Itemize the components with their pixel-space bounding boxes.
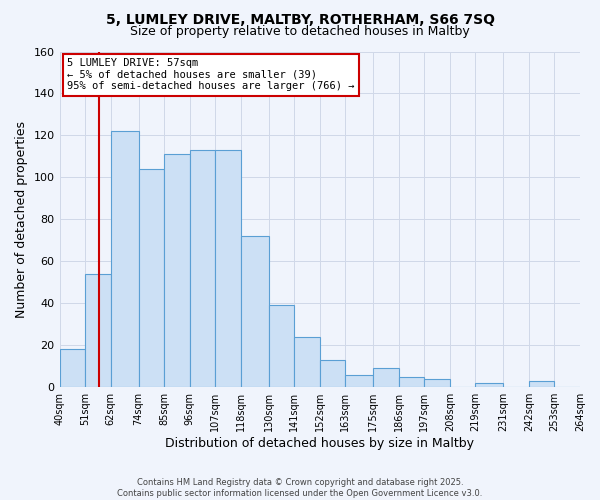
Bar <box>164 154 190 387</box>
Bar <box>475 383 503 387</box>
Bar <box>399 376 424 387</box>
Y-axis label: Number of detached properties: Number of detached properties <box>15 121 28 318</box>
Bar <box>529 381 554 387</box>
X-axis label: Distribution of detached houses by size in Maltby: Distribution of detached houses by size … <box>165 437 474 450</box>
Text: Size of property relative to detached houses in Maltby: Size of property relative to detached ho… <box>130 25 470 38</box>
Text: 5 LUMLEY DRIVE: 57sqm
← 5% of detached houses are smaller (39)
95% of semi-detac: 5 LUMLEY DRIVE: 57sqm ← 5% of detached h… <box>67 58 355 92</box>
Text: 5, LUMLEY DRIVE, MALTBY, ROTHERHAM, S66 7SQ: 5, LUMLEY DRIVE, MALTBY, ROTHERHAM, S66 … <box>106 12 494 26</box>
Bar <box>215 150 241 387</box>
Bar <box>190 150 215 387</box>
Bar <box>59 350 85 387</box>
Text: Contains HM Land Registry data © Crown copyright and database right 2025.
Contai: Contains HM Land Registry data © Crown c… <box>118 478 482 498</box>
Bar <box>269 306 294 387</box>
Bar <box>294 337 320 387</box>
Bar <box>373 368 399 387</box>
Bar <box>424 379 450 387</box>
Bar <box>85 274 110 387</box>
Bar <box>139 169 164 387</box>
Bar <box>320 360 346 387</box>
Bar <box>110 131 139 387</box>
Bar <box>241 236 269 387</box>
Bar <box>346 374 373 387</box>
